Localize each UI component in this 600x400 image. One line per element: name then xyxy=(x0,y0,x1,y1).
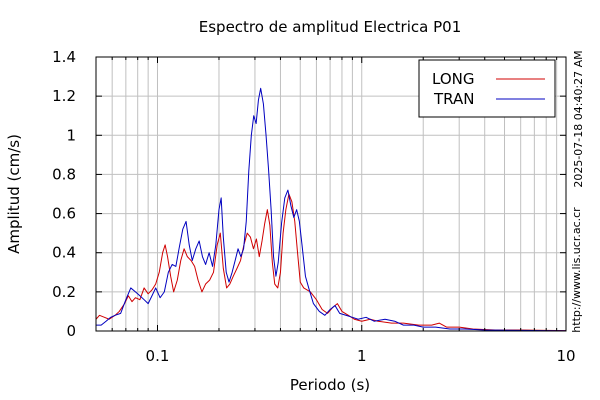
x-tick-label: 0.1 xyxy=(146,347,170,365)
y-tick-label: 0.4 xyxy=(52,244,76,262)
y-tick-label: 1 xyxy=(66,126,76,144)
series-line-long xyxy=(95,193,567,332)
series-lines xyxy=(95,87,567,332)
legend-box xyxy=(418,59,556,118)
x-tick-label: 1 xyxy=(357,347,367,365)
x-tick-labels: 0.1 1 10 xyxy=(146,347,576,365)
url-text: http://www.lis.ucr.ac.cr xyxy=(570,207,583,333)
timestamp-text: 2025-07-18 04:40:27 AM xyxy=(572,50,585,187)
y-tick-label: 0 xyxy=(66,322,76,340)
y-tick-label: 1.4 xyxy=(52,48,76,66)
y-tick-label: 0.6 xyxy=(52,205,76,223)
y-axis-label: Amplitud (cm/s) xyxy=(5,134,23,254)
plot-frame xyxy=(95,56,567,332)
legend: LONG TRAN xyxy=(418,59,556,118)
y-tick-labels: 0 0.2 0.4 0.6 0.8 1 1.2 1.4 xyxy=(52,48,76,340)
y-tick-label: 0.2 xyxy=(52,283,76,301)
y-tick-label: 1.2 xyxy=(52,87,76,105)
axis-ticks xyxy=(95,56,567,332)
x-axis-label: Periodo (s) xyxy=(290,376,370,394)
y-tick-label: 0.8 xyxy=(52,165,76,183)
x-tick-label: 10 xyxy=(556,347,575,365)
chart-title: Espectro de amplitud Electrica P01 xyxy=(199,18,462,36)
series-line-tran xyxy=(96,87,567,332)
legend-label-tran: TRAN xyxy=(433,90,474,108)
legend-label-long: LONG xyxy=(432,70,474,88)
